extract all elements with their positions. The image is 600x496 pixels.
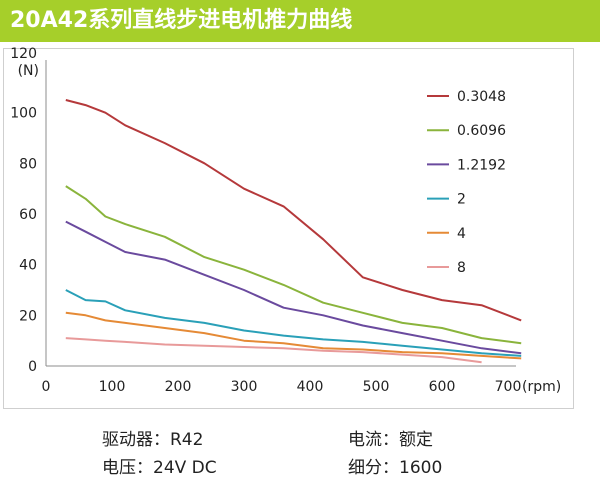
current-spec: 电流：额定 xyxy=(348,430,433,450)
y-axis-unit: (N) xyxy=(18,63,39,79)
series-line xyxy=(65,185,522,345)
legend-label: 0.3048 xyxy=(457,89,506,105)
series-line xyxy=(65,220,522,355)
page-title: 20A42系列直线步进电机推力曲线 xyxy=(10,8,353,33)
y-axis-max-label: 120 xyxy=(10,46,37,62)
series-lines xyxy=(65,99,522,364)
legend-label: 1.2192 xyxy=(457,157,506,173)
y-tick-label: 20 xyxy=(19,308,37,324)
y-tick-label: 80 xyxy=(19,156,37,172)
x-tick-label: 500 xyxy=(363,379,390,395)
driver-spec: 驱动器：R42 xyxy=(102,430,204,450)
legend-label: 8 xyxy=(457,260,466,276)
y-tick-label: 0 xyxy=(28,359,37,375)
x-tick-label: 700 xyxy=(495,379,522,395)
series-line xyxy=(65,289,522,357)
x-tick-label: 400 xyxy=(297,379,324,395)
y-tick-label: 40 xyxy=(19,258,37,274)
series-line xyxy=(65,311,522,360)
microstep-spec: 细分：1600 xyxy=(348,458,443,478)
legend-label: 2 xyxy=(457,192,466,208)
legend-label: 0.6096 xyxy=(457,123,506,139)
series-line xyxy=(65,99,522,322)
chart-legend: 0.3048 0.6096 1.2192 2 4 8 xyxy=(427,89,506,276)
x-axis-unit: (rpm) xyxy=(522,379,561,395)
y-tick-label: 100 xyxy=(10,106,37,122)
x-tick-label: 0 xyxy=(42,379,51,395)
chart-axes: 0 20 40 60 80 100 120(N) 0 100 200 300 400 500 600 700… xyxy=(10,46,561,395)
voltage-spec: 电压：24V DC xyxy=(102,458,217,478)
legend-label: 4 xyxy=(457,226,466,242)
x-tick-label: 200 xyxy=(165,379,192,395)
x-tick-label: 300 xyxy=(231,379,258,395)
title-bar: 20A42系列直线步进电机推力曲线 xyxy=(0,0,600,42)
x-tick-label: 100 xyxy=(99,379,126,395)
series-line xyxy=(65,337,482,364)
y-tick-label: 60 xyxy=(19,207,37,223)
x-tick-label: 600 xyxy=(429,379,456,395)
